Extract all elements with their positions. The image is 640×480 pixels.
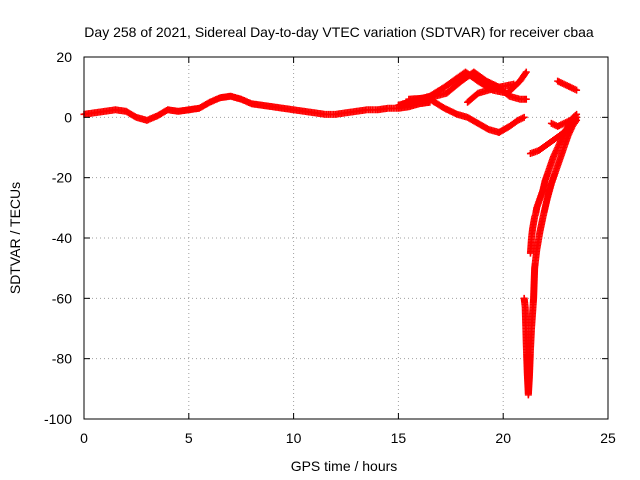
x-ticks: 0 5 10 15 20 25 <box>80 57 616 446</box>
chart-title: Day 258 of 2021, Sidereal Day-to-day VTE… <box>84 24 594 40</box>
interp-point <box>558 79 566 87</box>
y-tick-label: -60 <box>52 290 72 306</box>
y-axis-title: SDTVAR / TECUs <box>7 182 23 294</box>
interp-point <box>508 80 516 88</box>
interp-point <box>571 85 579 93</box>
x-tick-label: 10 <box>286 430 302 446</box>
x-tick-label: 5 <box>185 430 193 446</box>
series-rising-arc <box>495 113 528 136</box>
interp-point <box>571 112 579 120</box>
interp-point <box>472 91 480 99</box>
interp-point <box>521 95 529 103</box>
series-deep-dip-b <box>526 113 578 257</box>
interp-point <box>438 103 446 111</box>
series-upper-arc-a <box>394 68 530 109</box>
interp-point <box>472 75 480 83</box>
interp-point <box>520 71 528 79</box>
series-right-cluster <box>547 110 581 130</box>
x-tick-label: 15 <box>391 430 407 446</box>
interp-point <box>540 142 548 150</box>
series-late-arc <box>464 83 530 106</box>
y-tick-label: -80 <box>52 351 72 367</box>
interp-point <box>519 114 527 122</box>
interp-point <box>511 118 519 126</box>
x-tick-label: 25 <box>600 430 616 446</box>
interp-point <box>503 90 511 98</box>
interp-point <box>480 75 488 83</box>
data-points <box>80 68 581 399</box>
series-descending-arc <box>426 95 503 136</box>
interp-point <box>521 69 529 77</box>
interp-point <box>514 79 522 87</box>
interp-point <box>557 130 565 138</box>
interp-point <box>558 120 566 128</box>
series-short-right <box>554 77 581 94</box>
x-tick-label: 20 <box>495 430 511 446</box>
interp-point <box>455 79 463 87</box>
y-tick-label: 0 <box>64 109 72 125</box>
x-axis-title: GPS time / hours <box>291 458 398 474</box>
x-tick-label: 0 <box>80 430 88 446</box>
interp-point <box>549 136 557 144</box>
y-tick-label: -20 <box>52 170 72 186</box>
series-main-trace <box>80 92 434 124</box>
y-tick-label: 20 <box>56 49 72 65</box>
interp-point <box>451 76 459 84</box>
y-ticks: -100 -80 -60 -40 -20 0 20 <box>44 49 608 427</box>
y-tick-label: -40 <box>52 230 72 246</box>
series-deep-dip-a <box>520 116 581 399</box>
interp-point <box>565 82 573 90</box>
y-tick-label: -100 <box>44 411 72 427</box>
interp-point <box>570 113 578 121</box>
